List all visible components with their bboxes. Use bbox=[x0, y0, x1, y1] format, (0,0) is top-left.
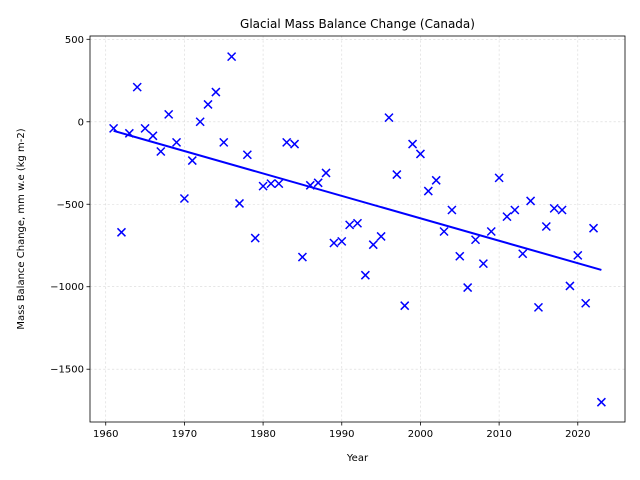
data-point bbox=[376, 231, 386, 241]
x-tick-label: 1990 bbox=[329, 429, 354, 440]
data-point bbox=[573, 250, 583, 260]
data-point bbox=[463, 283, 473, 293]
data-point bbox=[266, 179, 276, 189]
data-point bbox=[345, 220, 355, 230]
data-point bbox=[423, 186, 433, 196]
data-point bbox=[596, 397, 606, 407]
data-point bbox=[274, 179, 284, 189]
data-point bbox=[179, 193, 189, 204]
data-point bbox=[148, 131, 158, 141]
y-axis-label: Mass Balance Change, mm w.e (kg m-2) bbox=[16, 128, 27, 329]
data-point bbox=[140, 123, 150, 133]
axis-ticks: 1960 1970 1980 1990 2000 2010 2020 −1500 −1000 −5… bbox=[50, 35, 590, 440]
data-point bbox=[510, 205, 520, 215]
y-tick-label: 0 bbox=[78, 117, 84, 128]
data-point bbox=[227, 52, 237, 62]
data-point bbox=[502, 212, 512, 222]
data-point bbox=[305, 180, 315, 190]
data-point bbox=[250, 233, 260, 243]
data-point bbox=[455, 251, 465, 261]
data-point bbox=[400, 301, 410, 311]
data-point bbox=[282, 137, 292, 147]
data-point bbox=[203, 99, 213, 109]
grid bbox=[90, 36, 625, 422]
data-point bbox=[439, 226, 449, 237]
data-point bbox=[352, 218, 363, 228]
chart-title: Glacial Mass Balance Change (Canada) bbox=[240, 17, 475, 31]
y-tick-label: −1500 bbox=[50, 365, 84, 376]
data-point bbox=[187, 156, 197, 166]
data-point bbox=[526, 196, 536, 206]
x-tick-label: 1980 bbox=[250, 429, 275, 440]
y-tick-label: 500 bbox=[65, 35, 84, 46]
data-point bbox=[290, 139, 300, 149]
data-point bbox=[234, 198, 245, 208]
data-point bbox=[478, 259, 488, 269]
data-point bbox=[132, 82, 142, 92]
data-point bbox=[321, 168, 331, 178]
data-point bbox=[242, 150, 252, 160]
data-points bbox=[109, 52, 606, 407]
data-point bbox=[470, 235, 481, 245]
data-point bbox=[109, 123, 119, 133]
data-point bbox=[384, 113, 394, 123]
plot-frame bbox=[89, 35, 626, 423]
data-point bbox=[557, 205, 567, 215]
data-point bbox=[392, 170, 402, 180]
trendline-layer bbox=[113, 129, 602, 271]
data-point bbox=[518, 249, 528, 259]
data-point bbox=[211, 87, 221, 97]
data-point bbox=[124, 128, 134, 138]
data-point bbox=[368, 240, 378, 250]
data-point bbox=[581, 298, 591, 308]
data-point bbox=[297, 252, 307, 262]
data-point bbox=[494, 173, 504, 183]
x-tick-label: 2000 bbox=[408, 429, 433, 440]
data-point bbox=[431, 175, 441, 185]
data-point bbox=[541, 221, 551, 232]
x-tick-label: 1960 bbox=[93, 429, 118, 440]
y-tick-label: −1000 bbox=[50, 282, 84, 293]
data-point bbox=[195, 117, 205, 127]
data-point bbox=[258, 181, 268, 191]
data-point bbox=[415, 149, 425, 159]
data-point bbox=[116, 227, 127, 237]
data-point bbox=[408, 139, 418, 149]
trend-line bbox=[113, 129, 602, 271]
data-point bbox=[313, 178, 323, 188]
data-point bbox=[164, 109, 174, 119]
x-axis-label: Year bbox=[346, 453, 369, 464]
data-point bbox=[447, 205, 457, 215]
x-tick-label: 2010 bbox=[486, 429, 511, 440]
data-point bbox=[156, 146, 166, 157]
x-tick-label: 2020 bbox=[565, 429, 590, 440]
data-point bbox=[337, 236, 347, 246]
data-point bbox=[588, 223, 599, 233]
data-point bbox=[486, 226, 496, 237]
x-tick-label: 1970 bbox=[172, 429, 197, 440]
data-point bbox=[533, 302, 543, 312]
data-point bbox=[549, 203, 559, 213]
data-point bbox=[329, 238, 339, 248]
y-tick-label: −500 bbox=[57, 200, 84, 211]
data-point bbox=[172, 137, 182, 147]
data-point bbox=[219, 137, 229, 147]
data-point bbox=[360, 270, 370, 280]
data-point bbox=[565, 281, 575, 291]
